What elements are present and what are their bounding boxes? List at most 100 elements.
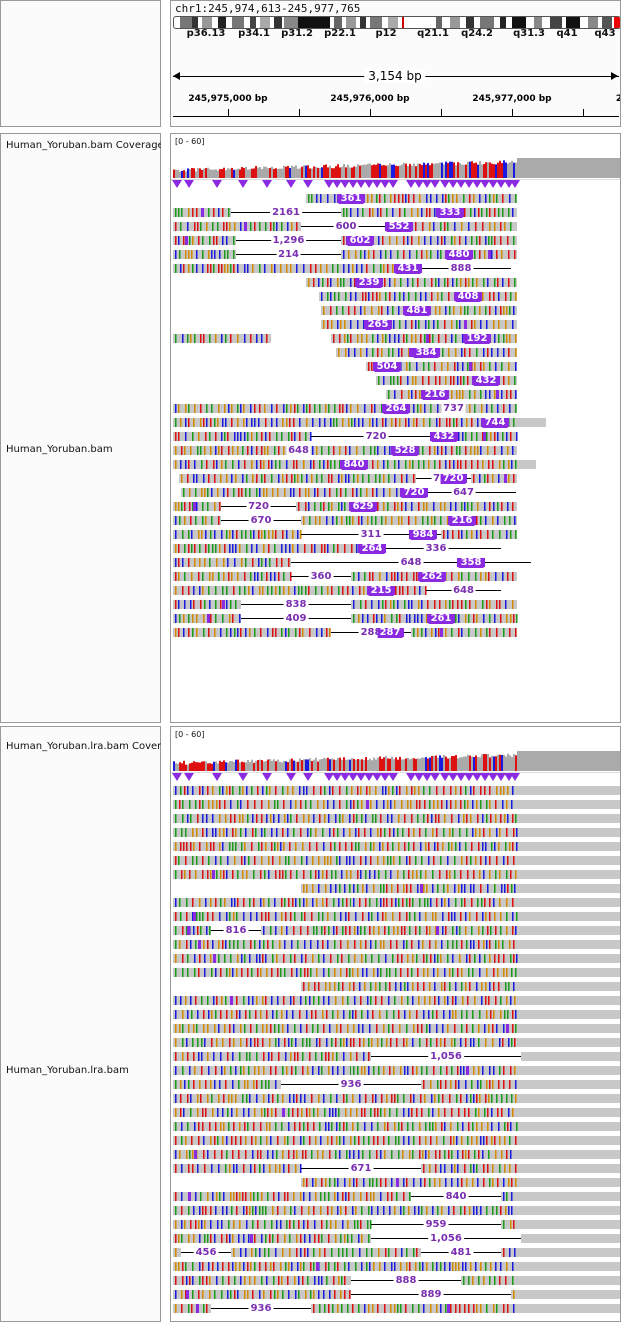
insertion: [420, 884, 423, 893]
mismatch: [373, 842, 375, 851]
mismatch: [456, 1136, 458, 1145]
mismatch: [432, 1206, 434, 1215]
mismatch: [397, 572, 399, 581]
mismatch: [405, 194, 407, 203]
mismatch: [445, 446, 447, 455]
coverage-track-name[interactable]: Human_Yoruban.lra.bam Coverage: [6, 741, 161, 752]
mismatch: [316, 194, 318, 203]
mismatch: [373, 250, 375, 259]
mismatch: [467, 1136, 469, 1145]
coverage-bar: [251, 759, 253, 771]
mismatch: [384, 828, 386, 837]
mismatch: [421, 600, 423, 609]
coverage-track-name[interactable]: Human_Yoruban.bam Coverage: [6, 140, 161, 151]
cytoband: [602, 17, 612, 28]
coverage-bar: [371, 760, 373, 771]
mismatch: [205, 432, 207, 441]
mismatch: [277, 842, 279, 851]
mismatch: [346, 1122, 348, 1131]
alignment-track-name[interactable]: Human_Yoruban.lra.bam: [6, 1065, 129, 1076]
mismatch: [216, 996, 218, 1005]
mismatch: [214, 474, 216, 483]
mismatch: [260, 1122, 262, 1131]
mismatch: [353, 1038, 355, 1047]
mismatch: [343, 250, 345, 259]
mismatch: [387, 856, 389, 865]
mismatch: [235, 1136, 237, 1145]
header-name-panel: [0, 0, 161, 127]
mismatch: [357, 1220, 359, 1229]
track2-data-panel[interactable]: [0 - 60] 816 1,056 936 671 840 959 1,056 456 481…: [170, 726, 621, 1322]
mismatch: [469, 912, 471, 921]
mismatch: [345, 1108, 347, 1117]
mismatch: [387, 814, 389, 823]
mismatch: [299, 898, 301, 907]
mismatch: [311, 544, 313, 553]
coverage-bar: [571, 751, 573, 771]
ruler-panel[interactable]: chr1:245,974,613-245,977,765 p36.13 p34.1…: [170, 0, 621, 127]
mismatch: [480, 446, 482, 455]
mismatch: [175, 926, 177, 935]
mismatch: [271, 418, 273, 427]
mismatch: [406, 1024, 408, 1033]
mismatch: [175, 1066, 177, 1075]
mismatch: [243, 1066, 245, 1075]
mismatch: [365, 292, 367, 301]
mismatch: [486, 814, 488, 823]
mismatch: [467, 376, 469, 385]
coverage-bar: [567, 158, 569, 178]
mismatch: [413, 828, 415, 837]
mismatch: [489, 800, 491, 809]
mismatch: [209, 1122, 211, 1131]
coverage-bar: [511, 757, 513, 771]
coverage-bar: [199, 168, 201, 178]
mismatch: [473, 1066, 475, 1075]
mismatch: [496, 600, 498, 609]
mismatch: [499, 460, 501, 469]
mismatch: [362, 614, 364, 623]
mismatch: [462, 390, 464, 399]
alignment-canvas[interactable]: [171, 727, 621, 1322]
mismatch: [251, 1136, 253, 1145]
mismatch: [260, 870, 262, 879]
mismatch: [403, 250, 405, 259]
alignment-track-name[interactable]: Human_Yoruban.bam: [6, 444, 113, 455]
mismatch: [474, 1150, 476, 1159]
mismatch: [349, 856, 351, 865]
mismatch: [178, 628, 180, 637]
mismatch: [294, 856, 296, 865]
mismatch: [243, 912, 245, 921]
mismatch: [451, 390, 453, 399]
mismatch: [401, 348, 403, 357]
mismatch: [240, 1136, 242, 1145]
mismatch: [496, 1304, 498, 1313]
mismatch: [297, 1108, 299, 1117]
mismatch: [361, 264, 363, 273]
mismatch: [510, 954, 512, 963]
insertion: [188, 1192, 191, 1201]
mismatch: [288, 1122, 290, 1131]
track1-data-panel[interactable]: [0 - 60] 21616001,2962148887377206487206…: [170, 133, 621, 723]
mismatch: [491, 1136, 493, 1145]
mismatch: [447, 954, 449, 963]
mismatch: [228, 1094, 230, 1103]
deletion-length-label: 888: [393, 1275, 419, 1286]
mismatch: [407, 954, 409, 963]
coverage-bar: [507, 163, 509, 178]
chromosome-ideogram[interactable]: [173, 16, 620, 29]
mismatch: [314, 982, 316, 991]
mismatch: [444, 1038, 446, 1047]
coverage-bar: [367, 759, 369, 771]
coverage-bar: [243, 167, 245, 178]
coverage-bar: [531, 751, 533, 771]
mismatch: [210, 530, 212, 539]
mismatch: [175, 1024, 177, 1033]
coverage-bar: [309, 758, 311, 771]
mismatch: [512, 572, 514, 581]
mismatch: [381, 1038, 383, 1047]
coverage-bar: [545, 751, 547, 771]
mismatch: [450, 502, 452, 511]
coverage-bar: [233, 169, 235, 178]
mismatch: [384, 614, 386, 623]
mismatch: [481, 208, 483, 217]
